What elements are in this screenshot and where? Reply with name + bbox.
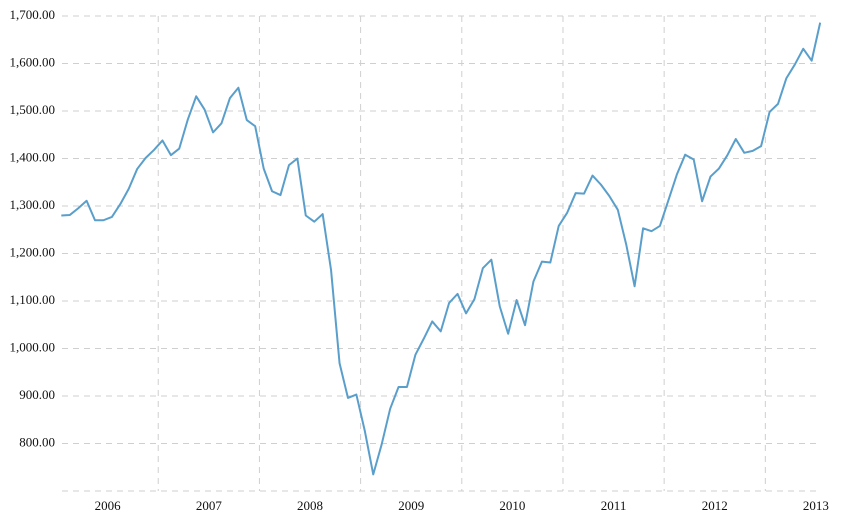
x-tick-label: 2011 bbox=[601, 498, 627, 513]
y-tick-label: 900.00 bbox=[19, 387, 55, 402]
x-tick-label: 2013 bbox=[803, 498, 829, 513]
x-tick-label: 2012 bbox=[702, 498, 728, 513]
y-tick-label: 1,400.00 bbox=[10, 149, 56, 164]
x-tick-label: 2010 bbox=[499, 498, 525, 513]
y-tick-label: 1,000.00 bbox=[10, 339, 56, 354]
y-tick-label: 800.00 bbox=[19, 434, 55, 449]
x-tick-label: 2007 bbox=[196, 498, 223, 513]
y-tick-label: 1,300.00 bbox=[10, 197, 56, 212]
x-tick-label: 2006 bbox=[95, 498, 122, 513]
y-tick-label: 1,700.00 bbox=[10, 7, 56, 22]
line-series bbox=[61, 22, 822, 476]
x-tick-label: 2009 bbox=[398, 498, 424, 513]
y-tick-label: 1,100.00 bbox=[10, 292, 56, 307]
y-tick-label: 1,600.00 bbox=[10, 54, 56, 69]
y-tick-label: 1,500.00 bbox=[10, 102, 56, 117]
y-tick-label: 1,200.00 bbox=[10, 244, 56, 259]
x-tick-label: 2008 bbox=[297, 498, 323, 513]
